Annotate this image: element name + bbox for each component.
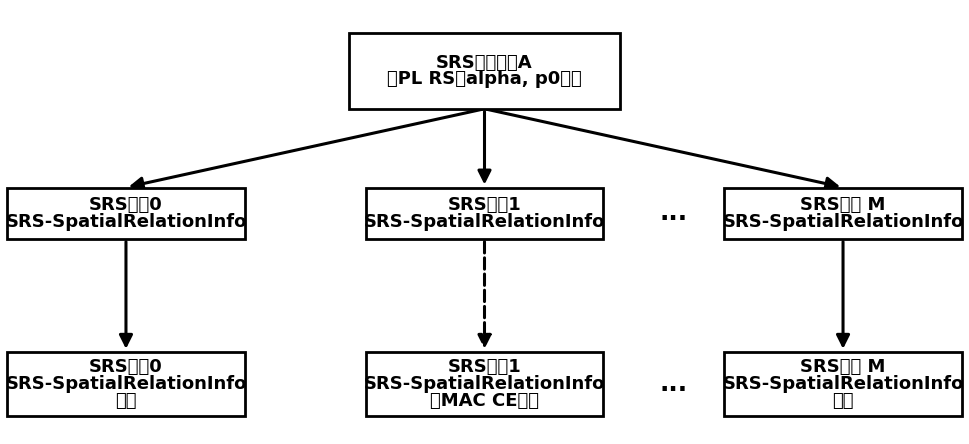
FancyBboxPatch shape — [366, 352, 603, 416]
FancyBboxPatch shape — [8, 352, 244, 416]
Text: SRS-SpatialRelationInfo: SRS-SpatialRelationInfo — [5, 213, 247, 230]
Text: SRS-SpatialRelationInfo: SRS-SpatialRelationInfo — [363, 213, 606, 230]
Text: 不变: 不变 — [832, 392, 854, 410]
Text: 由MAC CE更新: 由MAC CE更新 — [430, 392, 539, 410]
Text: 不变: 不变 — [115, 392, 137, 410]
FancyBboxPatch shape — [349, 33, 620, 109]
Text: SRS-SpatialRelationInfo: SRS-SpatialRelationInfo — [363, 375, 606, 393]
FancyBboxPatch shape — [8, 188, 244, 239]
Text: ...: ... — [659, 201, 688, 225]
Text: SRS-SpatialRelationInfo: SRS-SpatialRelationInfo — [722, 375, 964, 393]
Text: SRS-SpatialRelationInfo: SRS-SpatialRelationInfo — [5, 375, 247, 393]
FancyBboxPatch shape — [725, 188, 961, 239]
Text: SRS资源1: SRS资源1 — [448, 358, 521, 376]
FancyBboxPatch shape — [366, 188, 603, 239]
Text: SRS资源1: SRS资源1 — [448, 196, 521, 214]
Text: SRS-SpatialRelationInfo: SRS-SpatialRelationInfo — [722, 213, 964, 230]
Text: ...: ... — [659, 372, 688, 396]
Text: SRS资源0: SRS资源0 — [89, 196, 163, 214]
Text: SRS资源 M: SRS资源 M — [800, 196, 886, 214]
FancyBboxPatch shape — [725, 352, 961, 416]
Text: SRS资源 M: SRS资源 M — [800, 358, 886, 376]
Text: SRS资源集合A: SRS资源集合A — [436, 54, 533, 71]
Text: （PL RS，alpha, p0等）: （PL RS，alpha, p0等） — [388, 71, 581, 88]
Text: SRS资源0: SRS资源0 — [89, 358, 163, 376]
